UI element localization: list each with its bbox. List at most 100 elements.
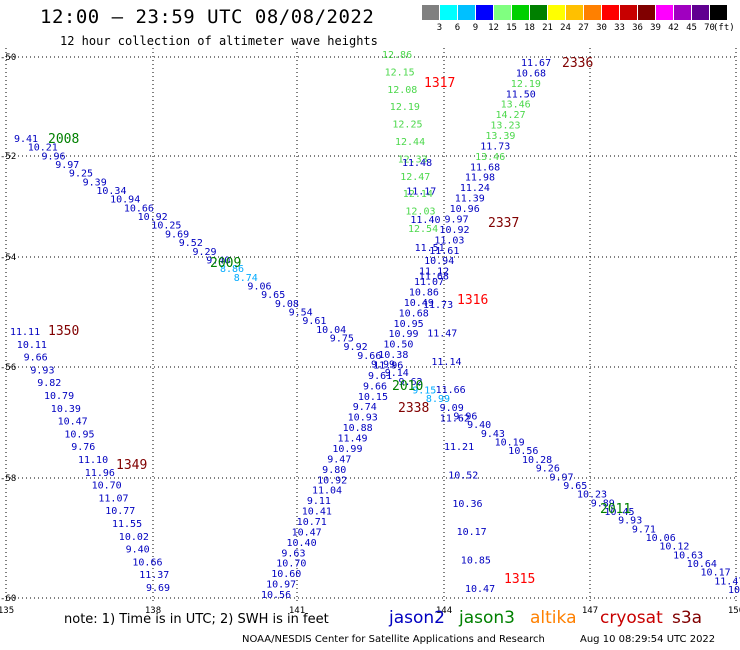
swh-value-track1: 9.29 xyxy=(193,247,217,258)
color-scale-tick: 27 xyxy=(578,23,589,33)
color-swatch xyxy=(602,5,619,20)
pass-id-label: 1315 xyxy=(504,572,535,587)
swh-value-track1: 8.74 xyxy=(234,273,258,284)
swh-value-track1: 10.21 xyxy=(28,143,58,154)
swh-value-track3: 13.46 xyxy=(475,152,505,163)
swh-value-track1: 10.92 xyxy=(138,212,168,223)
pass-id-labels: 2008 2009 2010 2011 1350 1349 2336 2337 2338 1317… xyxy=(48,56,631,587)
swh-value-track1: 9.39 xyxy=(83,177,107,188)
swh-value-track1: 10.94 xyxy=(110,195,140,206)
swh-value-track3: 11.12 xyxy=(419,267,449,278)
swh-value-track4: 12.19 xyxy=(390,102,420,113)
swh-value-track3: 13.46 xyxy=(501,100,531,111)
swh-value-track3: 10.86 xyxy=(409,287,439,298)
swh-value-track2: 10.02 xyxy=(119,532,149,543)
swh-value-track2: 10.47 xyxy=(58,417,88,428)
swh-value-track1: 10.23 xyxy=(728,585,740,596)
swh-value-track3: 11.39 xyxy=(455,194,485,205)
swh-value-track3: 10.38 xyxy=(378,350,408,361)
swh-value-track4: 12.54 xyxy=(408,224,438,235)
swh-value-track3: 11.04 xyxy=(312,486,342,497)
pass-id-label: 2336 xyxy=(562,56,593,71)
swh-value-track4: 11.62 xyxy=(440,414,470,425)
longitude-label: 135 xyxy=(0,606,14,616)
color-swatch xyxy=(548,5,565,20)
color-swatch xyxy=(674,5,691,20)
swh-value-track2: 11.07 xyxy=(98,493,128,504)
color-scale-tick: 6 xyxy=(454,23,461,33)
swh-value-track1: 9.25 xyxy=(69,169,93,180)
swh-value-track4: 11.48 xyxy=(402,158,432,169)
swh-value-track1: 9.69 xyxy=(165,229,189,240)
latitude-label: -60 xyxy=(0,594,16,604)
swh-value-track1: 9.61 xyxy=(302,316,326,327)
swh-value-track1: 10.66 xyxy=(124,203,154,214)
swh-value-track1: 9.06 xyxy=(247,281,271,292)
swh-value-track2: 9.69 xyxy=(146,583,170,594)
swh-value-track1: 10.04 xyxy=(316,325,346,336)
latitude-label: -58 xyxy=(0,474,16,484)
swh-value-track3: 9.11 xyxy=(307,496,331,507)
color-swatch xyxy=(440,5,457,20)
legend-altika: altika xyxy=(530,608,577,628)
color-scale-tick: 9 xyxy=(472,23,479,33)
legend-cryosat: cryosat xyxy=(600,608,663,628)
pass-id-label: 2337 xyxy=(488,216,519,231)
swh-value-track3: 11.24 xyxy=(460,183,490,194)
swh-value-track1: 10.63 xyxy=(673,550,703,561)
swh-value-track1: 10.28 xyxy=(522,455,552,466)
longitude-label: 147 xyxy=(582,606,598,616)
swh-value-track2: 9.76 xyxy=(71,442,95,453)
swh-value-track3: 10.68 xyxy=(516,68,546,79)
color-scale-unit: (ft) xyxy=(713,23,735,33)
swh-value-track4: 11.40 xyxy=(410,215,440,226)
swh-value-track2: 10.77 xyxy=(105,506,135,517)
swh-value-track3: 10.97 xyxy=(266,580,296,591)
swh-value-track3: 11.07 xyxy=(414,277,444,288)
swh-value-track2: 11.10 xyxy=(78,455,108,466)
swh-value-track1: 9.97 xyxy=(550,472,574,483)
swh-value-track4: 11.66 xyxy=(436,385,466,396)
swh-value-track4: 11.17 xyxy=(406,186,436,197)
altimeter-tracks: 9.4110.219.969.979.259.3910.3410.9410.66… xyxy=(10,50,740,601)
swh-value-track4: 10.47 xyxy=(465,584,495,595)
swh-value-track4: 11.14 xyxy=(431,357,461,368)
swh-value-track3: 10.92 xyxy=(317,475,347,486)
swh-value-track3: 10.71 xyxy=(297,517,327,528)
pass-id-label: 1349 xyxy=(116,458,147,473)
swh-value-track2: 10.70 xyxy=(92,481,122,492)
swh-value-track3: 10.56 xyxy=(261,590,291,601)
color-scale-tick: 70 xyxy=(704,23,715,33)
swh-value-track3: 11.67 xyxy=(521,58,551,69)
swh-value-track3: 10.99 xyxy=(388,329,418,340)
swh-value-track2: 9.40 xyxy=(126,545,150,556)
swh-value-track1: 9.99 xyxy=(371,360,395,371)
swh-value-track4: 12.15 xyxy=(385,67,415,78)
swh-value-track1: 9.41 xyxy=(14,134,38,145)
swh-value-track3: 10.50 xyxy=(383,340,413,351)
swh-value-track4: 11.73 xyxy=(423,300,453,311)
swh-value-track3: 10.88 xyxy=(343,423,373,434)
color-swatch xyxy=(422,5,439,20)
swh-value-track2: 11.11 xyxy=(10,327,40,338)
swh-value-track2: 9.66 xyxy=(24,353,48,364)
latitude-label: -52 xyxy=(0,152,16,162)
swh-value-track1: 9.40 xyxy=(467,420,491,431)
swh-value-track1: 9.93 xyxy=(618,516,642,527)
pass-id-label: 1350 xyxy=(48,324,79,339)
color-swatch xyxy=(692,5,709,20)
pass-id-label: 1316 xyxy=(457,293,488,308)
swh-value-track1: 9.40 xyxy=(206,255,230,266)
swh-value-track1: 9.96 xyxy=(453,412,477,423)
swh-value-track3: 10.92 xyxy=(439,225,469,236)
swh-value-track3: 10.41 xyxy=(302,507,332,518)
swh-value-track1: 9.75 xyxy=(330,333,354,344)
swh-value-track2: 10.95 xyxy=(64,429,94,440)
swh-value-track1: 9.08 xyxy=(275,299,299,310)
swh-value-track1: 10.12 xyxy=(659,542,689,553)
color-scale-tick: 30 xyxy=(596,23,607,33)
color-swatch xyxy=(656,5,673,20)
swh-value-track1: 10.64 xyxy=(687,559,717,570)
color-scale-tick: 21 xyxy=(542,23,553,33)
